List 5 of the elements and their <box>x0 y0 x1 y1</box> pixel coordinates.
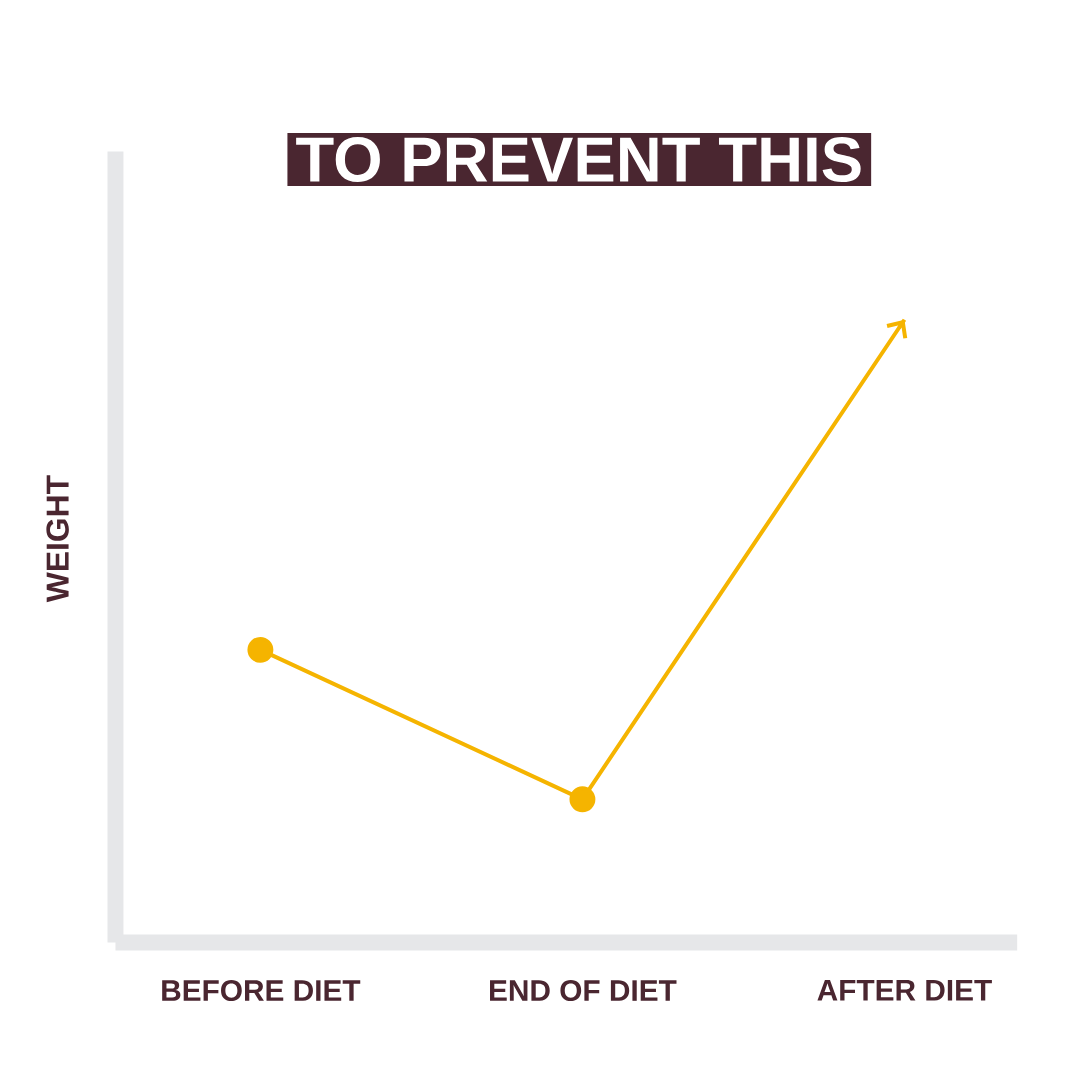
chart-title: TO PREVENT THIS <box>296 136 861 182</box>
x-tick-label: END OF DIET <box>490 979 677 1001</box>
x-tick-label: AFTER DIET <box>817 979 992 1001</box>
x-tick-label: BEFORE DIET <box>162 979 361 1001</box>
y-axis-title: WEIGHT <box>46 475 69 603</box>
